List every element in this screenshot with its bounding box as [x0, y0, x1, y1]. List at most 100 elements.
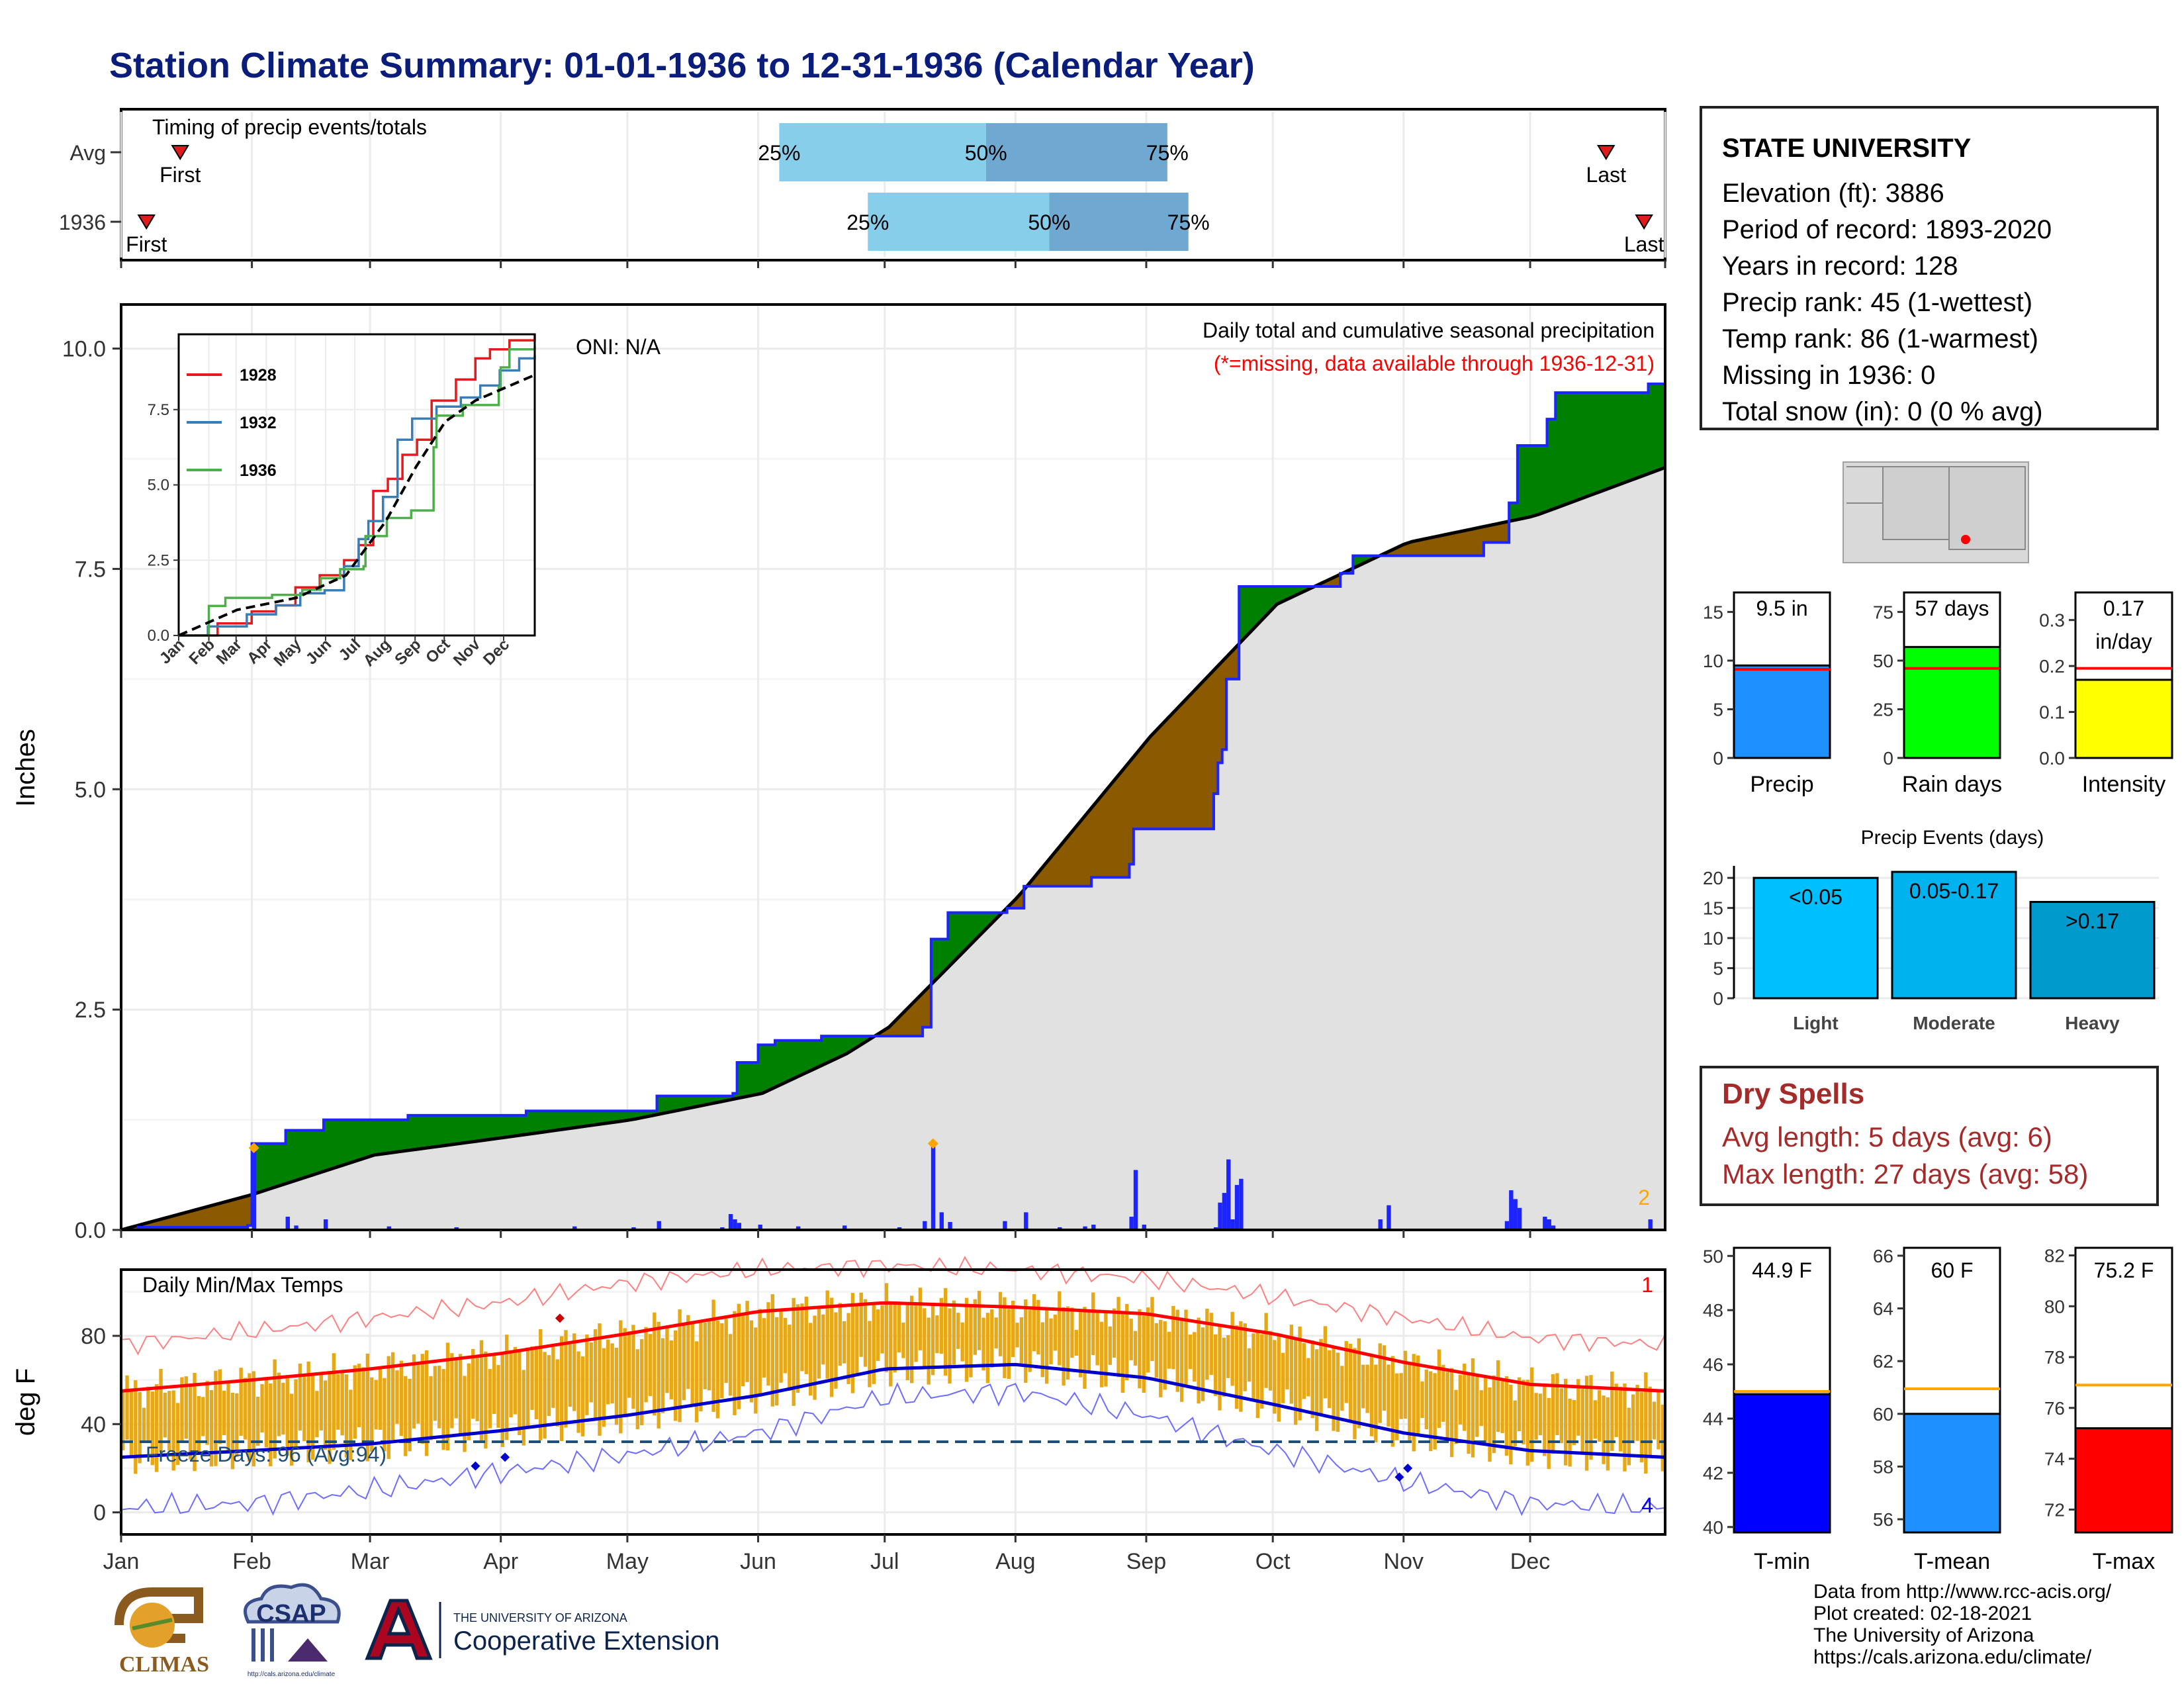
deficit-fill	[901, 1012, 907, 1037]
daily-temp-bar	[956, 1313, 960, 1349]
temp-bar-y-tick-label: 72	[2044, 1499, 2065, 1520]
daily-temp-bar	[1273, 1340, 1277, 1414]
daily-temp-bar	[1239, 1321, 1243, 1412]
deficit-fill	[1218, 663, 1223, 763]
surplus-fill	[479, 1115, 484, 1141]
daily-temp-bar	[1623, 1383, 1627, 1472]
daily-precip-bar	[1024, 1212, 1028, 1230]
daily-temp-bar	[897, 1303, 901, 1352]
surplus-fill	[509, 1115, 514, 1137]
precip-event-bar-label: 0.05-0.17	[1909, 879, 1999, 903]
surplus-fill	[1584, 393, 1590, 497]
surplus-fill	[770, 1045, 776, 1089]
daily-temp-bar	[893, 1303, 897, 1373]
inset-y-tick-label: 5.0	[148, 477, 169, 494]
daily-temp-bar	[1066, 1306, 1070, 1380]
deficit-fill	[226, 1201, 232, 1228]
precip-y-tick-label: 2.5	[75, 998, 106, 1023]
daily-temp-bar	[1483, 1376, 1488, 1444]
deficit-fill	[1433, 536, 1438, 556]
daily-temp-bar	[1618, 1386, 1623, 1452]
surplus-fill	[817, 1040, 822, 1067]
daily-temp-bar	[1555, 1373, 1559, 1435]
daily-temp-bar	[1302, 1342, 1306, 1399]
daily-temp-bar	[674, 1330, 678, 1421]
deficit-fill	[235, 1198, 240, 1228]
daily-temp-bar	[741, 1314, 745, 1387]
daily-temp-bar	[1492, 1375, 1496, 1454]
daily-temp-bar	[1120, 1313, 1125, 1393]
deficit-fill	[1032, 876, 1037, 886]
credit-url: https://cals.arizona.edu/climate/	[1813, 1646, 2092, 1668]
temp-panel-border	[120, 1268, 1666, 1536]
deficit-fill	[1078, 820, 1083, 886]
station-missing: Missing in 1936: 0	[1722, 361, 1936, 390]
daily-precip-bar	[1551, 1225, 1556, 1230]
daily-temp-bar	[665, 1326, 669, 1393]
daily-temp-bar	[678, 1309, 682, 1423]
avg-max-temp-line	[120, 1301, 1666, 1393]
station-period: Period of record: 1893-2020	[1722, 215, 2052, 244]
daily-temp-bar	[1032, 1294, 1036, 1352]
surplus-fill	[1635, 393, 1641, 478]
daily-temp-bar	[1395, 1373, 1399, 1440]
surplus-fill	[973, 912, 978, 940]
daily-precip-bar	[1378, 1219, 1383, 1230]
dry-spells-panel: Dry Spells Avg length: 5 days (avg: 6) M…	[1700, 1066, 2159, 1206]
daily-temp-bar	[1336, 1352, 1340, 1432]
daily-temp-bar	[383, 1378, 387, 1452]
daily-temp-bar	[197, 1395, 201, 1455]
daily-temp-bar	[834, 1312, 838, 1389]
daily-temp-bar	[733, 1311, 737, 1415]
temp-bar-value-label: 44.9 F	[1752, 1258, 1812, 1282]
daily-temp-bar	[1348, 1344, 1353, 1423]
daily-temp-bar	[328, 1371, 332, 1464]
daily-temp-bar	[715, 1320, 720, 1419]
record-low-marker	[500, 1452, 510, 1462]
timing-pct-75: 75%	[1146, 141, 1189, 165]
surplus-fill	[804, 1040, 809, 1073]
surplus-fill	[264, 1143, 269, 1190]
deficit-fill	[218, 1203, 223, 1228]
surplus-fill	[749, 1062, 754, 1096]
daily-temp-bar	[1644, 1372, 1648, 1474]
deficit-fill	[1230, 650, 1236, 679]
surplus-fill	[809, 1040, 813, 1071]
surplus-fill	[1580, 393, 1586, 498]
daily-temp-bar	[505, 1335, 509, 1440]
daily-temp-bar	[1564, 1378, 1568, 1466]
temp-bar-y-tick-label: 74	[2044, 1449, 2065, 1470]
surplus-fill	[1627, 393, 1632, 481]
normal-area	[121, 467, 1665, 1231]
surplus-fill	[745, 1062, 751, 1097]
daily-precip-bar	[728, 1214, 733, 1230]
surplus-fill	[766, 1045, 772, 1091]
deficit-fill	[1441, 535, 1447, 556]
daily-temp-bar	[205, 1381, 209, 1445]
month-label: Sep	[1126, 1549, 1167, 1574]
surplus-fill	[931, 939, 936, 983]
last-marker	[1635, 214, 1653, 230]
surplus-fill	[1260, 586, 1265, 620]
daily-temp-bar	[239, 1368, 243, 1436]
surplus-fill	[956, 912, 962, 957]
daily-temp-bar	[273, 1359, 277, 1459]
daily-temp-bar	[631, 1325, 635, 1409]
deficit-fill	[1184, 698, 1189, 829]
daily-temp-bar	[1044, 1309, 1049, 1384]
daily-temp-bar	[788, 1325, 792, 1391]
surplus-fill	[754, 1062, 759, 1095]
last-label: Last	[1624, 232, 1664, 256]
daily-precip-bar	[1003, 1221, 1007, 1230]
deficit-fill	[1213, 668, 1218, 794]
surplus-fill	[859, 1036, 864, 1045]
surplus-fill	[813, 1040, 818, 1069]
temp-bar-y-tick-label: 42	[1703, 1463, 1723, 1483]
surplus-fill	[737, 1062, 742, 1098]
surplus-fill	[336, 1119, 341, 1167]
surplus-fill	[1530, 445, 1535, 517]
daily-temp-bar	[1328, 1350, 1332, 1409]
daily-temp-bar	[779, 1309, 783, 1383]
daily-temp-bar	[1437, 1349, 1441, 1429]
daily-temp-bar	[1471, 1358, 1475, 1458]
